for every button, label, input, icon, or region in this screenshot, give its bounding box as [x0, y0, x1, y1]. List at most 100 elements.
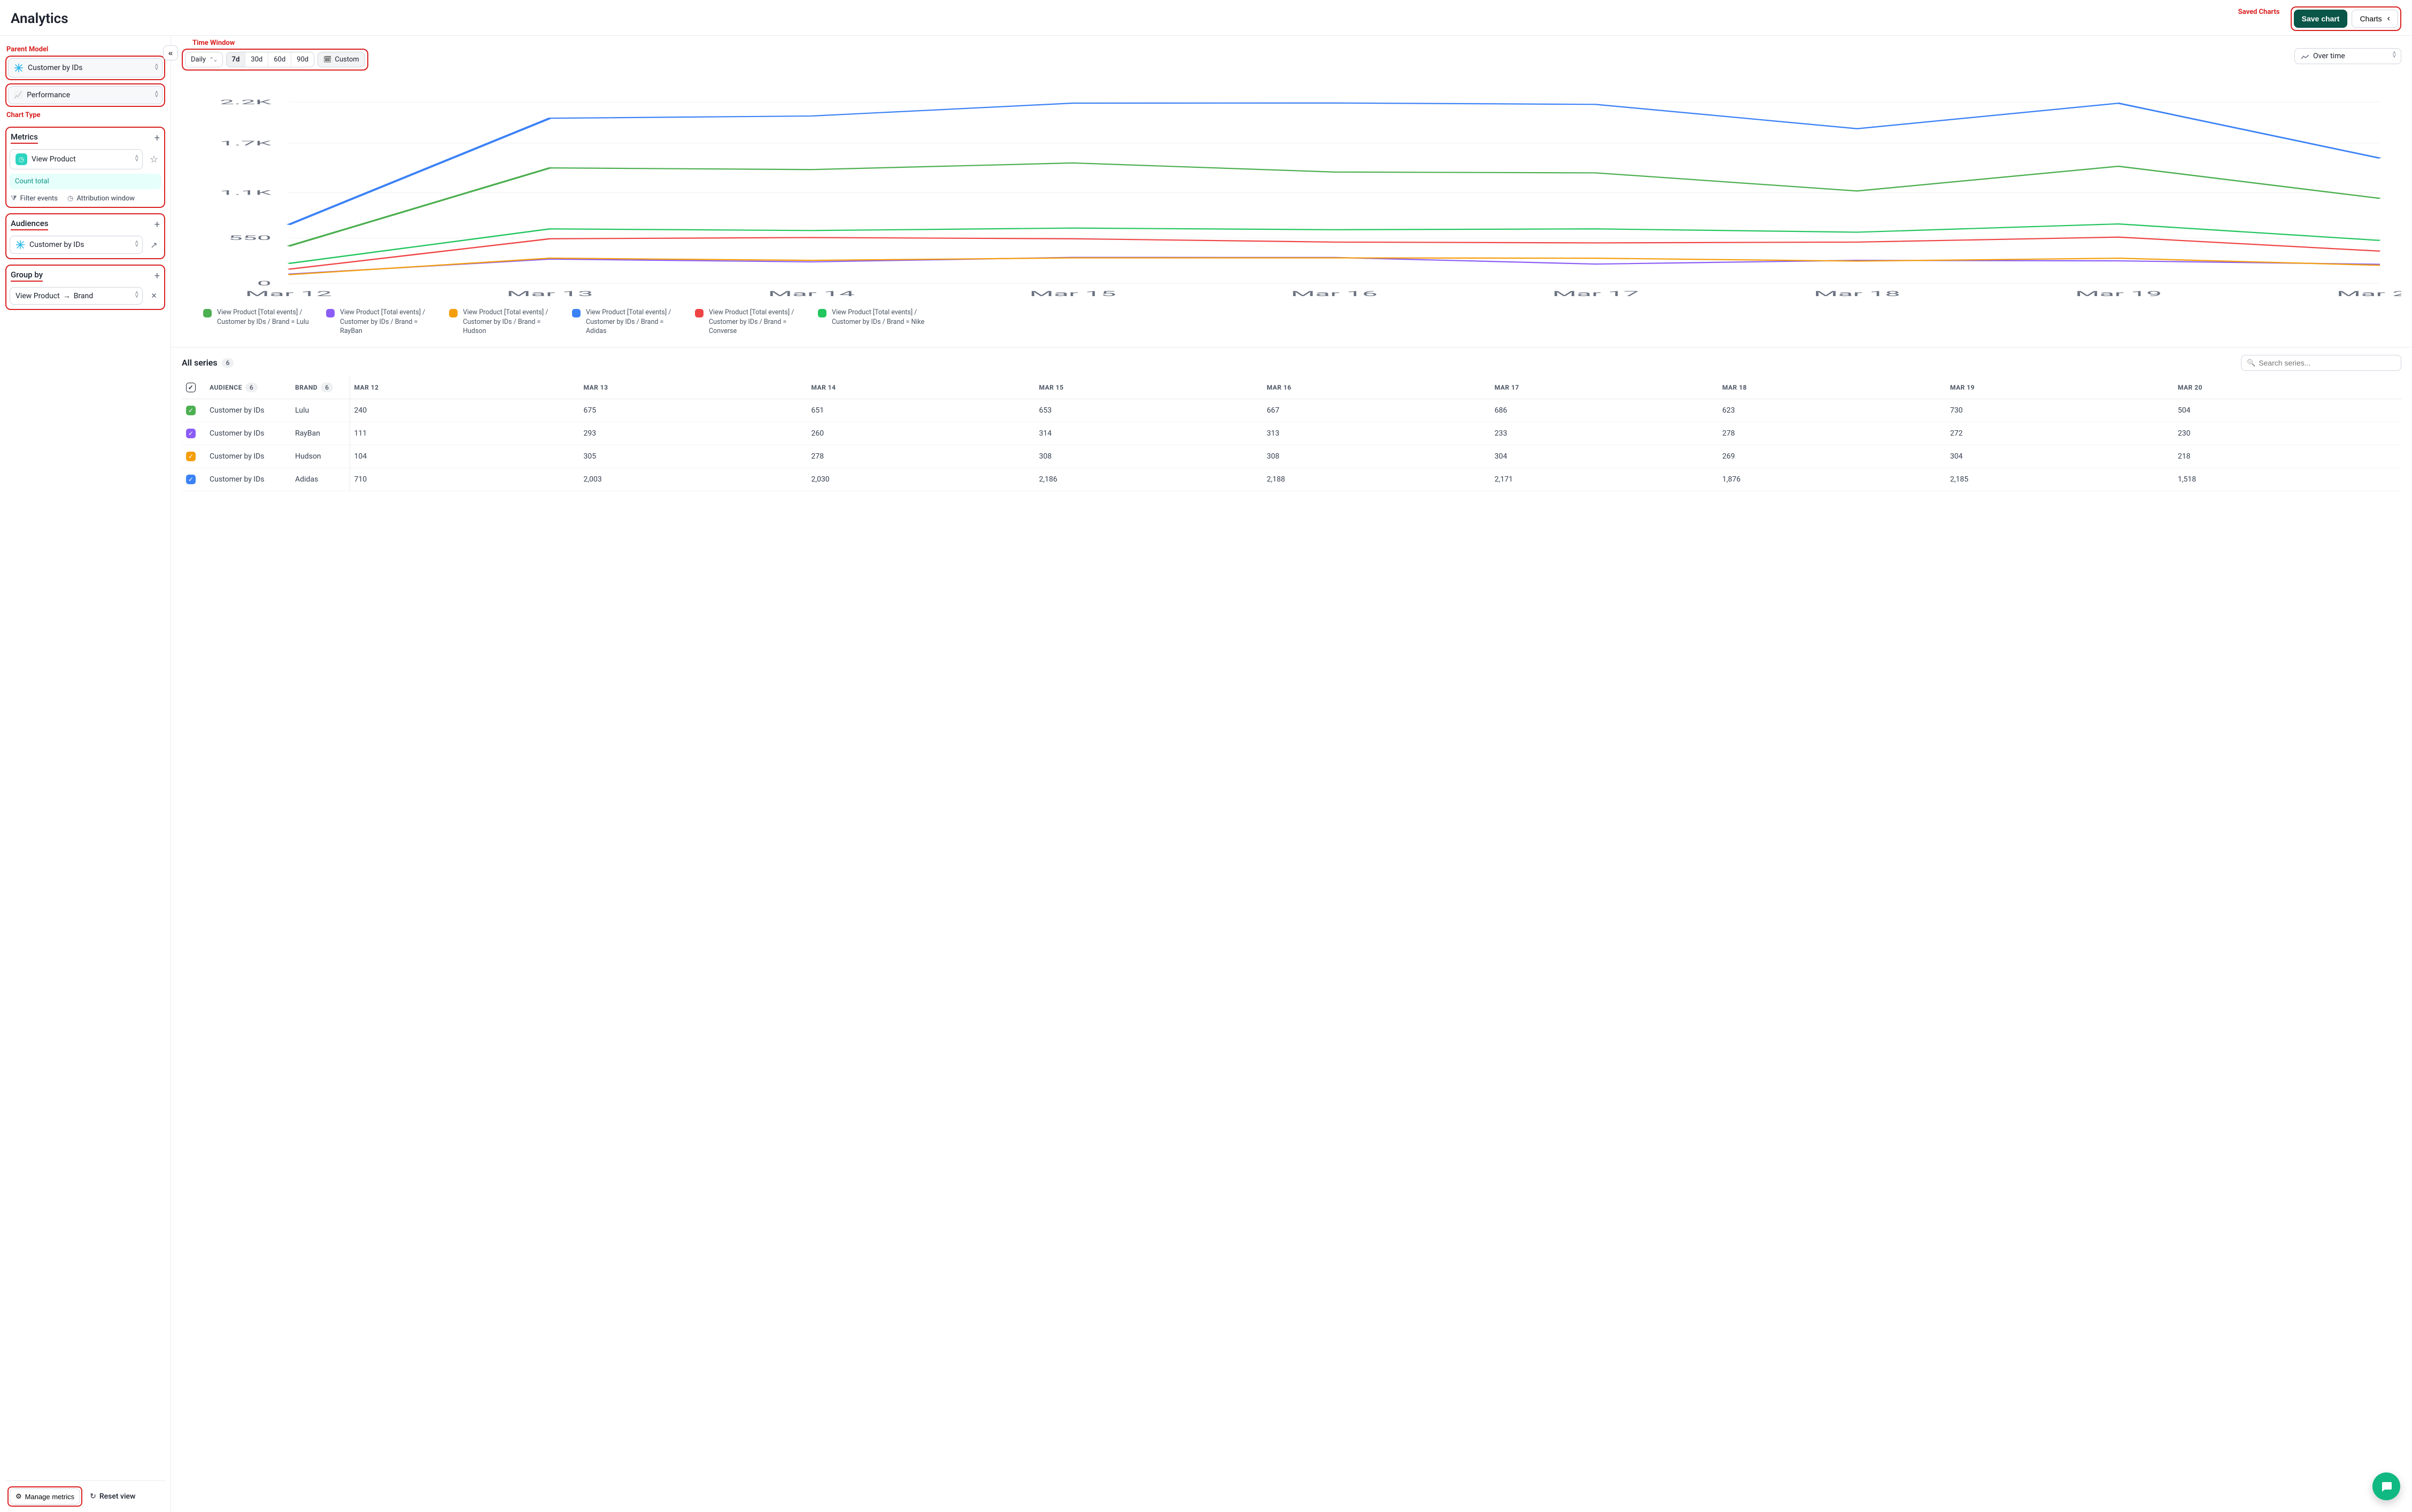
manage-metrics-label: Manage metrics [25, 1493, 74, 1501]
refresh-icon: ↻ [90, 1492, 96, 1501]
sidebar-footer: ⚙ Manage metrics ↻ Reset view [5, 1480, 165, 1512]
search-series-input[interactable] [2259, 359, 2395, 367]
metrics-title: Metrics [11, 132, 38, 144]
row-brand: Hudson [291, 445, 350, 468]
reset-view-label: Reset view [99, 1492, 136, 1501]
overtime-label: Over time [2313, 52, 2345, 60]
range-30d[interactable]: 30d [245, 52, 268, 67]
svg-text:Mar 12: Mar 12 [245, 290, 331, 298]
row-checkbox[interactable]: ✓ [186, 452, 196, 461]
search-series-wrap[interactable] [2241, 355, 2401, 371]
snowflake-icon [16, 240, 25, 250]
add-metric-button[interactable]: + [154, 133, 160, 144]
table-row: ✓Customer by IDsLulu24067565165366768662… [182, 399, 2401, 422]
date-header[interactable]: MAR 15 [1035, 376, 1263, 399]
external-link-icon[interactable]: ↗ [147, 240, 161, 250]
chat-fab[interactable] [2372, 1472, 2400, 1500]
legend-item[interactable]: View Product [Total events] / Customer b… [695, 308, 802, 336]
toolbar: Time Window Daily 7d30d60d90d Custom [171, 36, 2412, 71]
header-actions: Saved Charts Save chart Charts [2291, 6, 2401, 31]
filter-events-link[interactable]: ⧩ Filter events [11, 195, 58, 203]
row-brand: RayBan [291, 422, 350, 445]
range-7d[interactable]: 7d [227, 52, 246, 67]
svg-text:1.7K: 1.7K [220, 139, 272, 147]
legend-label: View Product [Total events] / Customer b… [586, 308, 679, 336]
row-value: 304 [1490, 445, 1718, 468]
legend-label: View Product [Total events] / Customer b… [463, 308, 556, 336]
attribution-link[interactable]: ◷ Attribution window [67, 195, 135, 203]
legend-item[interactable]: View Product [Total events] / Customer b… [326, 308, 433, 336]
legend-item[interactable]: View Product [Total events] / Customer b… [203, 308, 310, 336]
audience-select[interactable]: Customer by IDs [10, 236, 143, 254]
filter-icon: ⧩ [11, 195, 17, 203]
interval-select[interactable]: Daily [185, 52, 223, 67]
svg-text:Mar 14: Mar 14 [768, 290, 855, 298]
row-value: 314 [1035, 422, 1263, 445]
row-value: 2,188 [1263, 468, 1490, 491]
add-audience-button[interactable]: + [154, 219, 160, 230]
date-header[interactable]: MAR 16 [1263, 376, 1490, 399]
updown-icon [135, 292, 137, 300]
chevron-left-icon [2385, 14, 2390, 24]
row-audience: Customer by IDs [205, 445, 291, 468]
date-header[interactable]: MAR 19 [1946, 376, 2174, 399]
date-header[interactable]: MAR 13 [579, 376, 807, 399]
range-60d[interactable]: 60d [268, 52, 291, 67]
legend-label: View Product [Total events] / Customer b… [709, 308, 802, 336]
legend-swatch [572, 309, 581, 317]
row-value: 2,185 [1946, 468, 2174, 491]
chart-type-select[interactable]: Performance [8, 86, 163, 104]
row-checkbox[interactable]: ✓ [186, 429, 196, 438]
legend-label: View Product [Total events] / Customer b… [340, 308, 433, 336]
audience-header[interactable]: AUDIENCE 6 [210, 383, 258, 392]
row-value: 104 [350, 445, 579, 468]
brand-header[interactable]: BRAND 6 [295, 383, 333, 392]
count-total-pill[interactable]: Count total [10, 174, 161, 189]
parent-model-box: Customer by IDs [5, 56, 165, 80]
add-groupby-button[interactable]: + [154, 270, 160, 282]
range-90d[interactable]: 90d [291, 52, 314, 67]
row-value: 218 [2174, 445, 2401, 468]
save-chart-button[interactable]: Save chart [2294, 10, 2348, 28]
date-header[interactable]: MAR 20 [2174, 376, 2401, 399]
svg-text:0: 0 [257, 280, 272, 287]
legend-item[interactable]: View Product [Total events] / Customer b… [572, 308, 679, 336]
groupby-title: Group by [11, 270, 43, 282]
overtime-select[interactable]: Over time [2294, 48, 2401, 64]
star-icon[interactable]: ☆ [147, 154, 161, 165]
chart-area: 05501.1K1.7K2.2KMar 12Mar 13Mar 14Mar 15… [171, 71, 2412, 299]
row-checkbox[interactable]: ✓ [186, 406, 196, 415]
row-brand: Adidas [291, 468, 350, 491]
groupby-select[interactable]: View Product → Brand [10, 287, 143, 305]
reset-view-button[interactable]: ↻ Reset view [90, 1492, 135, 1501]
all-series-header: All series 6 [182, 358, 234, 368]
date-header[interactable]: MAR 18 [1718, 376, 1946, 399]
charts-button[interactable]: Charts [2352, 10, 2398, 28]
manage-metrics-button[interactable]: ⚙ Manage metrics [10, 1488, 80, 1505]
legend-item[interactable]: View Product [Total events] / Customer b… [818, 308, 925, 336]
row-value: 667 [1263, 399, 1490, 422]
clock-icon: ◷ [67, 195, 73, 203]
svg-text:1.1K: 1.1K [220, 189, 272, 196]
row-checkbox[interactable]: ✓ [186, 475, 196, 484]
date-header[interactable]: MAR 14 [807, 376, 1035, 399]
range-segmented[interactable]: 7d30d60d90d [226, 52, 315, 67]
row-value: 293 [579, 422, 807, 445]
date-header[interactable]: MAR 17 [1490, 376, 1718, 399]
performance-icon [14, 91, 22, 99]
arrow-right-icon: → [63, 291, 71, 300]
line-chart: 05501.1K1.7K2.2KMar 12Mar 13Mar 14Mar 15… [182, 80, 2401, 299]
filter-events-label: Filter events [20, 195, 58, 203]
date-header[interactable]: MAR 12 [350, 376, 579, 399]
groupby-right: Brand [74, 292, 93, 300]
select-all-checkbox[interactable]: ✓ [186, 383, 196, 392]
series-table: ✓AUDIENCE 6BRAND 6MAR 12MAR 13MAR 14MAR … [182, 376, 2401, 491]
metric-select[interactable]: ◷ View Product [10, 149, 143, 169]
custom-range-button[interactable]: Custom [318, 52, 365, 67]
row-value: 730 [1946, 399, 2174, 422]
legend-item[interactable]: View Product [Total events] / Customer b… [449, 308, 556, 336]
remove-groupby-button[interactable]: × [147, 290, 161, 301]
updown-icon [155, 91, 157, 99]
row-value: 260 [807, 422, 1035, 445]
parent-model-select[interactable]: Customer by IDs [8, 58, 163, 77]
